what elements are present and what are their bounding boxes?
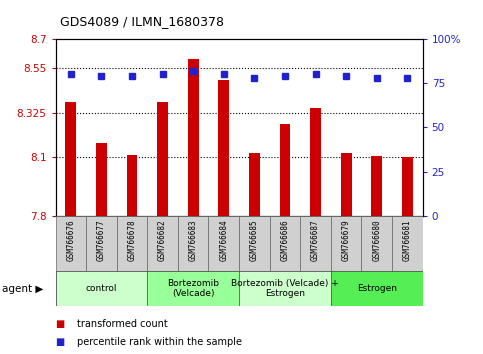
- Bar: [56, 271, 147, 306]
- Text: GSM766686: GSM766686: [281, 220, 289, 262]
- Bar: [96, 143, 107, 216]
- Bar: [402, 157, 412, 216]
- Bar: [188, 59, 199, 216]
- Bar: [270, 216, 300, 271]
- Text: GSM766681: GSM766681: [403, 220, 412, 262]
- Text: Estrogen: Estrogen: [357, 284, 397, 293]
- Bar: [239, 216, 270, 271]
- Text: GSM766679: GSM766679: [341, 220, 351, 262]
- Text: ■: ■: [56, 319, 65, 329]
- Text: GSM766682: GSM766682: [158, 220, 167, 262]
- Bar: [341, 153, 352, 216]
- Text: Bortezomib (Velcade) +
Estrogen: Bortezomib (Velcade) + Estrogen: [231, 279, 339, 298]
- Bar: [239, 271, 331, 306]
- Bar: [280, 124, 290, 216]
- Bar: [361, 216, 392, 271]
- Text: GSM766687: GSM766687: [311, 220, 320, 262]
- Text: ■: ■: [56, 337, 65, 347]
- Bar: [331, 216, 361, 271]
- Text: GDS4089 / ILMN_1680378: GDS4089 / ILMN_1680378: [60, 15, 225, 28]
- Bar: [157, 102, 168, 216]
- Text: GSM766685: GSM766685: [250, 220, 259, 262]
- Bar: [117, 216, 147, 271]
- Bar: [249, 153, 260, 216]
- Text: transformed count: transformed count: [77, 319, 168, 329]
- Text: percentile rank within the sample: percentile rank within the sample: [77, 337, 242, 347]
- Bar: [371, 156, 382, 216]
- Text: GSM766680: GSM766680: [372, 220, 381, 262]
- Text: Bortezomib
(Velcade): Bortezomib (Velcade): [167, 279, 219, 298]
- Text: agent ▶: agent ▶: [2, 284, 44, 293]
- Text: GSM766678: GSM766678: [128, 220, 137, 262]
- Bar: [178, 216, 209, 271]
- Bar: [310, 108, 321, 216]
- Bar: [300, 216, 331, 271]
- Text: GSM766677: GSM766677: [97, 220, 106, 262]
- Bar: [147, 216, 178, 271]
- Bar: [218, 80, 229, 216]
- Text: GSM766684: GSM766684: [219, 220, 228, 262]
- Bar: [127, 155, 137, 216]
- Text: GSM766683: GSM766683: [189, 220, 198, 262]
- Text: GSM766676: GSM766676: [66, 220, 75, 262]
- Bar: [392, 216, 423, 271]
- Bar: [66, 102, 76, 216]
- Bar: [147, 271, 239, 306]
- Text: control: control: [85, 284, 117, 293]
- Bar: [86, 216, 117, 271]
- Bar: [209, 216, 239, 271]
- Bar: [56, 216, 86, 271]
- Bar: [331, 271, 423, 306]
